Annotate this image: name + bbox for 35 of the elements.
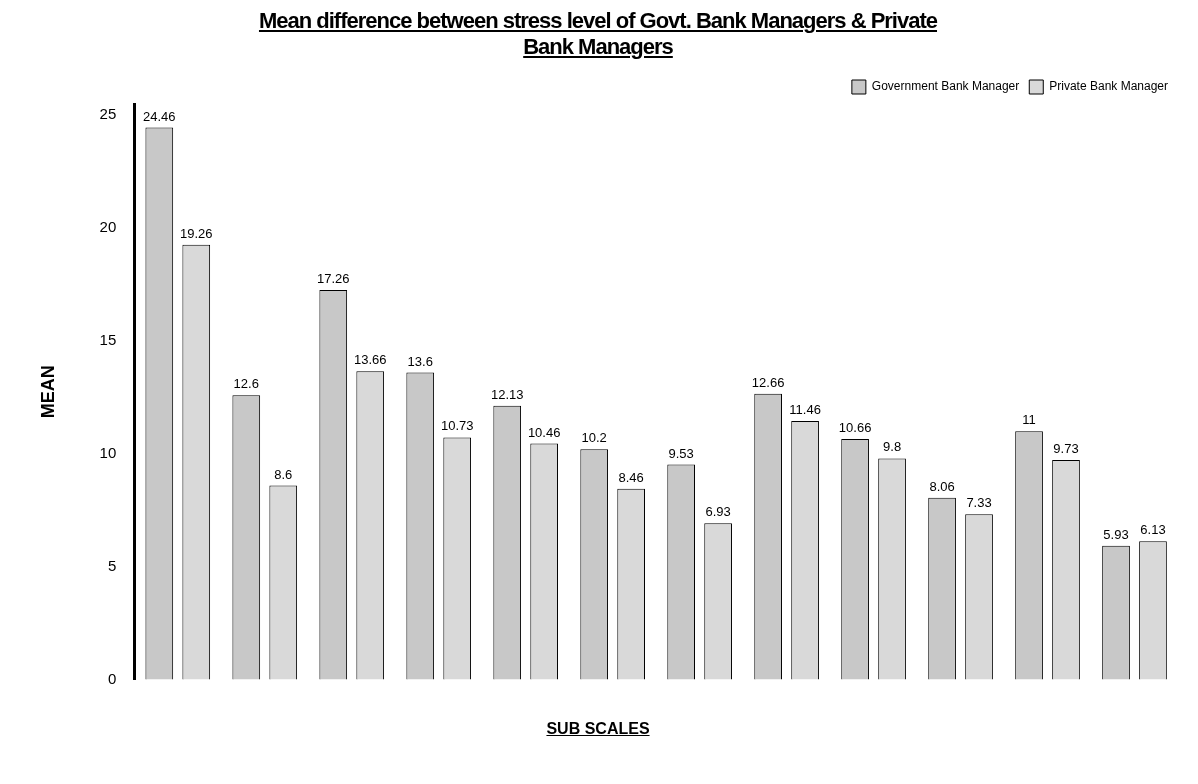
data-label: 10.2 [581, 430, 607, 446]
data-label: 6.93 [705, 504, 731, 520]
data-label: 13.66 [353, 352, 387, 368]
data-label: 12.66 [751, 374, 785, 390]
data-label: 19.26 [179, 225, 213, 241]
data-label: 9.73 [1053, 441, 1079, 457]
y-tick-label: 15 [99, 331, 117, 349]
y-tick-label: 0 [107, 669, 117, 687]
data-label: 13.6 [407, 353, 433, 369]
y-tick-label: 5 [107, 556, 117, 574]
data-label: 17.26 [316, 271, 350, 287]
data-label: 9.53 [668, 445, 694, 461]
y-tick-label: 20 [99, 218, 117, 236]
chart-title: Mean difference between stress level of Govt. Bank Managers & Private Bank Managers [257, 8, 939, 60]
data-label: 12.13 [490, 386, 524, 402]
y-tick-label: 10 [99, 444, 117, 462]
data-label: 24.46 [143, 108, 176, 124]
data-label: 12.6 [233, 376, 259, 392]
data-label: 8.06 [929, 478, 955, 494]
data-label: 10.73 [440, 418, 474, 434]
data-label: 10.46 [527, 424, 561, 440]
legend-label: Government Bank Manager [871, 79, 1020, 94]
data-label: 11 [1022, 412, 1036, 428]
data-label: 8.6 [274, 466, 293, 482]
data-label: 10.66 [838, 420, 872, 436]
data-label: 9.8 [883, 439, 902, 455]
y-tick-label: 25 [99, 105, 117, 123]
y-axis-title: MEAN [37, 365, 58, 419]
data-label: 7.33 [966, 495, 992, 511]
data-label: 11.46 [789, 402, 821, 417]
legend-label: Private Bank Manager [1049, 79, 1169, 94]
x-axis-title: SUB SCALES [545, 720, 651, 738]
data-label: 6.13 [1140, 522, 1166, 538]
data-label: 8.46 [618, 469, 644, 485]
data-label: 5.93 [1103, 526, 1129, 542]
